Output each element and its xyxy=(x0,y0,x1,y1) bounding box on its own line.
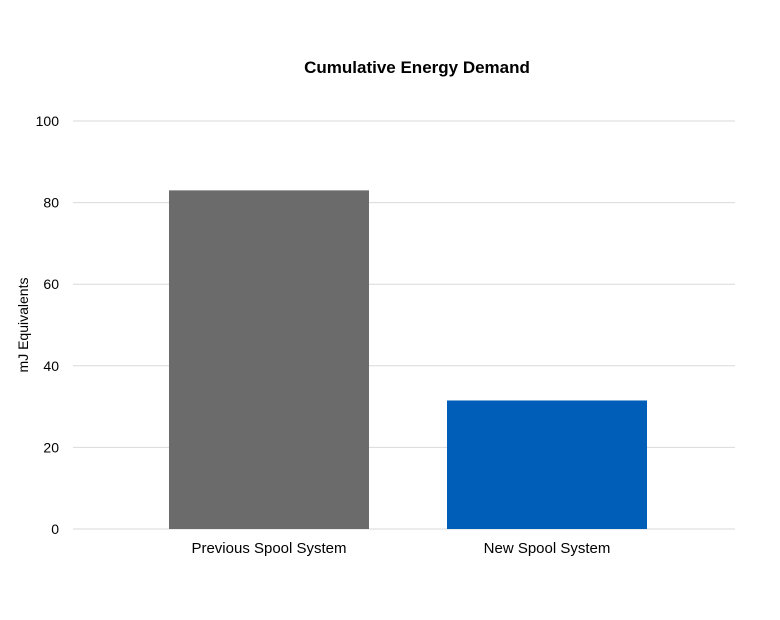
bar-previous-spool-system xyxy=(169,190,369,530)
y-tick-label: 20 xyxy=(43,439,59,455)
y-axis-ticks: 0 20 40 60 80 100 xyxy=(36,113,60,537)
category-label: New Spool System xyxy=(484,540,611,557)
y-tick-label: 100 xyxy=(36,113,60,129)
y-axis-title: mJ Equivalents xyxy=(15,278,31,373)
y-tick-label: 40 xyxy=(43,358,59,374)
category-labels: Previous Spool System New Spool System xyxy=(191,540,610,557)
y-tick-label: 60 xyxy=(43,276,59,292)
category-label: Previous Spool System xyxy=(191,540,346,557)
bars xyxy=(169,190,647,530)
y-tick-label: 0 xyxy=(51,521,59,537)
bar-new-spool-system xyxy=(447,400,647,529)
chart-title: Cumulative Energy Demand xyxy=(304,58,530,77)
y-tick-label: 80 xyxy=(43,195,59,211)
